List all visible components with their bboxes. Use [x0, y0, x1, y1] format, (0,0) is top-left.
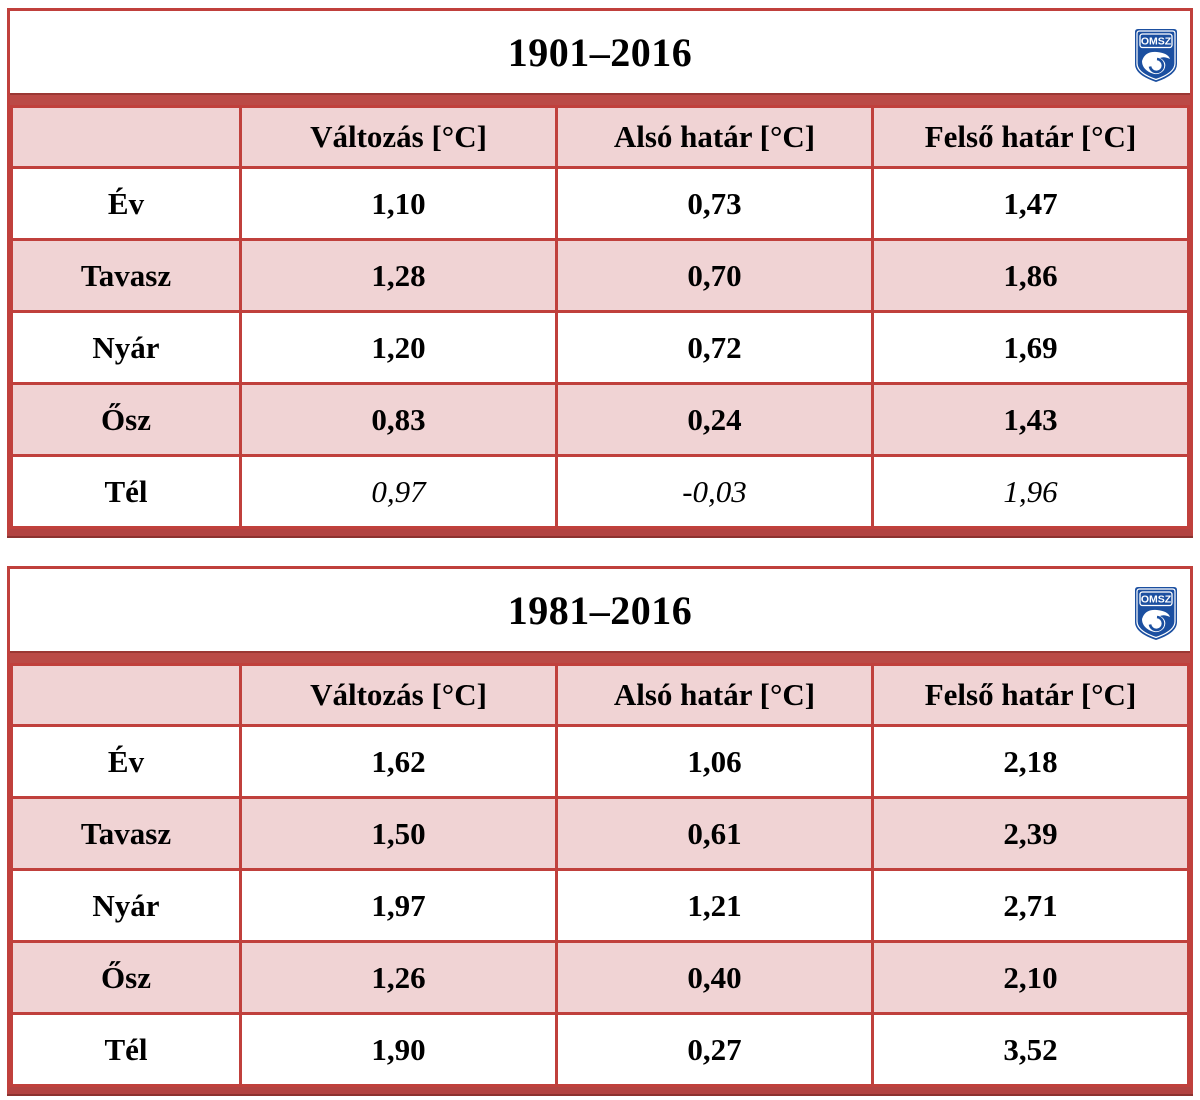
row-label: Tavasz: [10, 796, 242, 871]
omsz-logo-text: OMSZ: [1141, 594, 1172, 606]
cell-value: 0,61: [555, 796, 874, 871]
table-row-osz: Ősz 1,26 0,40 2,10: [10, 940, 1190, 1015]
cell-value: 1,10: [239, 166, 558, 241]
cell-value: 0,73: [555, 166, 874, 241]
table-row-tel: Tél 1,90 0,27 3,52: [10, 1012, 1190, 1087]
cell-value: 1,20: [239, 310, 558, 385]
row-label: Tél: [10, 454, 242, 529]
table-row-ev: Év 1,10 0,73 1,47: [10, 166, 1190, 241]
cell-value: 1,28: [239, 238, 558, 313]
header-row: Változás [°C] Alsó határ [°C] Felső hatá…: [10, 663, 1190, 727]
row-label: Tél: [10, 1012, 242, 1087]
cell-value: 0,24: [555, 382, 874, 457]
cell-value: 1,47: [871, 166, 1190, 241]
row-label: Nyár: [10, 310, 242, 385]
cell-value: 0,83: [239, 382, 558, 457]
header-empty: [10, 663, 242, 727]
cell-value: 1,50: [239, 796, 558, 871]
cell-value: 1,21: [555, 868, 874, 943]
omsz-logo-icon: OMSZ: [1135, 29, 1177, 82]
cell-value: 1,86: [871, 238, 1190, 313]
cell-value: 1,96: [871, 454, 1190, 529]
row-label: Tavasz: [10, 238, 242, 313]
table-1981-2016: 1981–2016 OMSZ Változás [°C] Alsó határ …: [7, 566, 1193, 1094]
row-label: Év: [10, 166, 242, 241]
row-label: Nyár: [10, 868, 242, 943]
table-row-nyar: Nyár 1,20 0,72 1,69: [10, 310, 1190, 385]
cell-value: 0,97: [239, 454, 558, 529]
cell-value: 2,71: [871, 868, 1190, 943]
omsz-logo-text: OMSZ: [1141, 36, 1172, 48]
title-separator: [10, 93, 1190, 105]
header-also-hatar: Alsó határ [°C]: [555, 663, 874, 727]
cell-value: 0,40: [555, 940, 874, 1015]
cell-value: 1,90: [239, 1012, 558, 1087]
table-title: 1981–2016: [507, 587, 693, 633]
cell-value: 2,10: [871, 940, 1190, 1015]
row-label: Ősz: [10, 940, 242, 1015]
cell-value: 2,39: [871, 796, 1190, 871]
header-valtozas: Változás [°C]: [239, 663, 558, 727]
table-title: 1901–2016: [507, 29, 693, 75]
cell-value: 0,27: [555, 1012, 874, 1087]
header-empty: [10, 105, 242, 169]
header-felso-hatar: Felső határ [°C]: [871, 105, 1190, 169]
omsz-logo-icon: OMSZ: [1135, 587, 1177, 640]
cell-value: -0,03: [555, 454, 874, 529]
table-row-nyar: Nyár 1,97 1,21 2,71: [10, 868, 1190, 943]
cell-value: 1,43: [871, 382, 1190, 457]
cell-value: 0,70: [555, 238, 874, 313]
cell-value: 0,72: [555, 310, 874, 385]
cell-value: 1,06: [555, 724, 874, 799]
row-label: Ősz: [10, 382, 242, 457]
header-row: Változás [°C] Alsó határ [°C] Felső hatá…: [10, 105, 1190, 169]
header-valtozas: Változás [°C]: [239, 105, 558, 169]
row-label: Év: [10, 724, 242, 799]
cell-value: 1,62: [239, 724, 558, 799]
table-row-tavasz: Tavasz 1,28 0,70 1,86: [10, 238, 1190, 313]
cell-value: 1,97: [239, 868, 558, 943]
cell-value: 2,18: [871, 724, 1190, 799]
table-row-osz: Ősz 0,83 0,24 1,43: [10, 382, 1190, 457]
cell-value: 3,52: [871, 1012, 1190, 1087]
table-row-tavasz: Tavasz 1,50 0,61 2,39: [10, 796, 1190, 871]
table-1901-2016: 1901–2016 OMSZ Változás [°C] Alsó határ …: [7, 8, 1193, 536]
title-separator: [10, 651, 1190, 663]
cell-value: 1,69: [871, 310, 1190, 385]
cell-value: 1,26: [239, 940, 558, 1015]
header-felso-hatar: Felső határ [°C]: [871, 663, 1190, 727]
table-row-tel: Tél 0,97 -0,03 1,96: [10, 454, 1190, 529]
data-table: Változás [°C] Alsó határ [°C] Felső hatá…: [10, 105, 1190, 529]
data-table: Változás [°C] Alsó határ [°C] Felső hatá…: [10, 663, 1190, 1087]
header-also-hatar: Alsó határ [°C]: [555, 105, 874, 169]
table-row-ev: Év 1,62 1,06 2,18: [10, 724, 1190, 799]
